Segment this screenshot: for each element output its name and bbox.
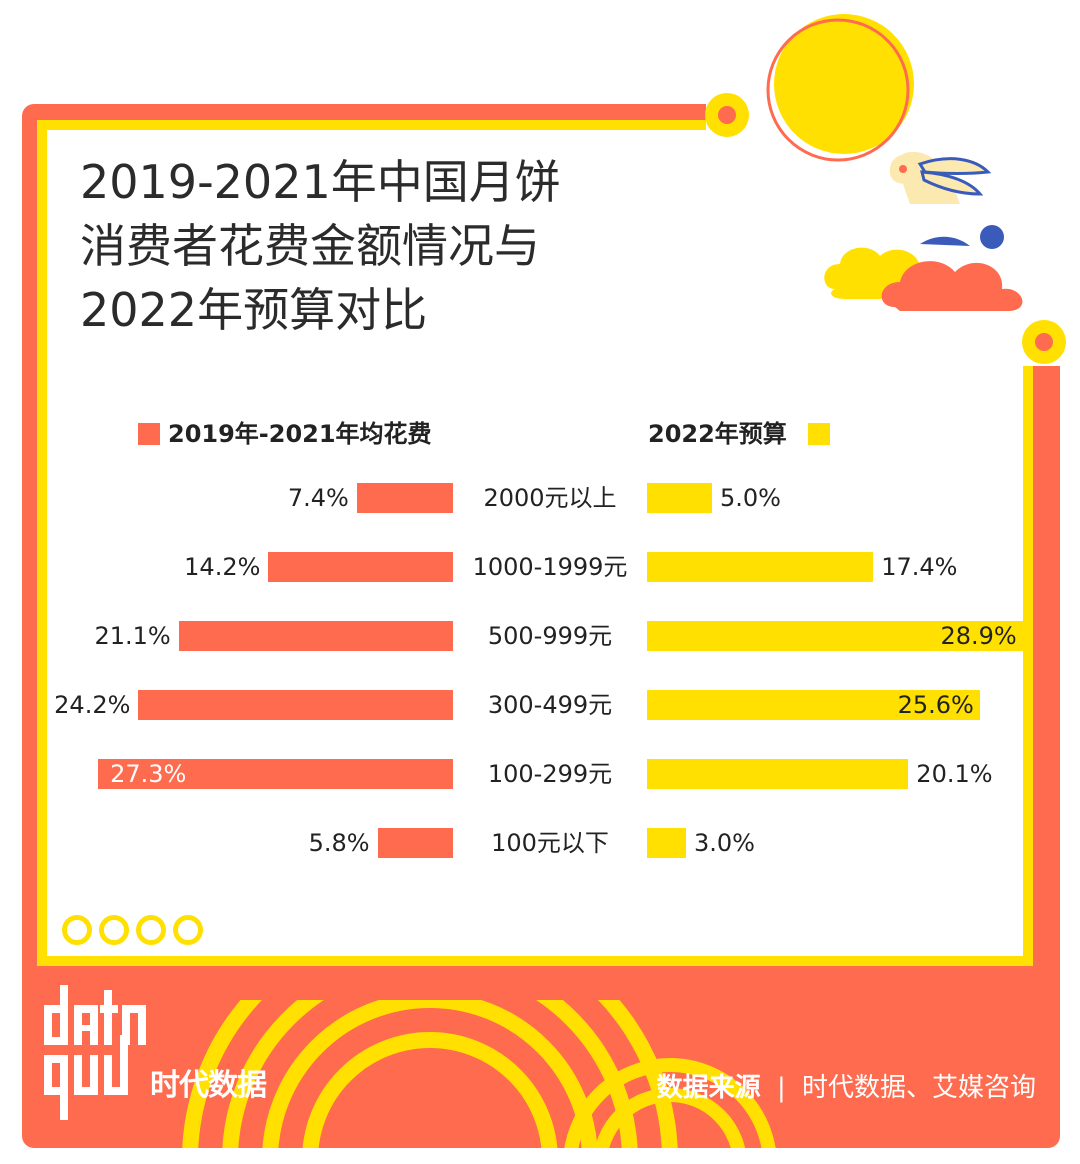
bar-right [647, 552, 874, 582]
source-text: 时代数据、艾媒咨询 [801, 1073, 1036, 1103]
ring-dot-icon [705, 93, 749, 137]
category-label: 300-499元 [487, 691, 613, 719]
rabbit-icon [889, 151, 1004, 249]
value-label-right: 3.0% [694, 829, 755, 857]
category-label: 2000元以上 [483, 484, 617, 512]
value-label-right: 17.4% [881, 553, 958, 581]
bar-right [647, 483, 712, 513]
value-label-left: 24.2% [54, 691, 131, 719]
bar-right [647, 828, 686, 858]
cloud-icon [881, 261, 1023, 311]
legend-label-right: 2022年预算 [648, 420, 787, 448]
moon-rabbit-illustration [766, 14, 1023, 311]
data-logo-icon [44, 985, 146, 1120]
bar-left [98, 759, 453, 789]
bar-right [647, 621, 1023, 651]
bar-left [377, 828, 453, 858]
bar-left [268, 552, 453, 582]
source-separator: | [776, 1073, 786, 1103]
legend-label-left: 2019年-2021年均花费 [168, 420, 432, 448]
moon-outline-icon [766, 18, 910, 162]
bar-left [356, 483, 453, 513]
arc-decoration [564, 1058, 776, 1148]
value-label-right: 20.1% [916, 760, 993, 788]
legend-swatch-right [808, 423, 830, 445]
value-label-left: 21.1% [94, 622, 171, 650]
bar-left [138, 690, 453, 720]
moon-icon [774, 14, 914, 154]
value-label-left: 5.8% [308, 829, 370, 857]
sunrise-arcs-decoration [182, 1000, 678, 1148]
category-label: 1000-1999元 [472, 553, 628, 581]
value-label-right: 25.6% [897, 691, 974, 719]
value-label-right: 28.9% [940, 622, 1017, 650]
bar-right [647, 759, 909, 789]
brand-logo-text: 时代数据 [150, 1068, 267, 1103]
bar-left [178, 621, 453, 651]
value-label-left: 27.3% [110, 760, 187, 788]
category-label: 100-299元 [487, 760, 613, 788]
ring-dot-icon [1022, 320, 1066, 364]
decorative-circle-icon [62, 915, 92, 945]
source-label: 数据来源 [656, 1073, 761, 1103]
value-label-left: 7.4% [287, 484, 349, 512]
legend-swatch-left [138, 423, 160, 445]
value-label-right: 5.0% [720, 484, 781, 512]
data-source: 数据来源 | 时代数据、艾媒咨询 [657, 1071, 1036, 1105]
decorative-circle-icon [136, 915, 166, 945]
bar-right [647, 690, 980, 720]
decorative-circle-icon [173, 915, 203, 945]
decorative-circle-icon [99, 915, 129, 945]
chart-title: 2019-2021年中国月饼 消费者花费金额情况与 2022年预算对比 [80, 155, 561, 337]
value-label-left: 14.2% [184, 553, 261, 581]
category-label: 500-999元 [487, 622, 613, 650]
category-label: 100元以下 [491, 829, 609, 857]
